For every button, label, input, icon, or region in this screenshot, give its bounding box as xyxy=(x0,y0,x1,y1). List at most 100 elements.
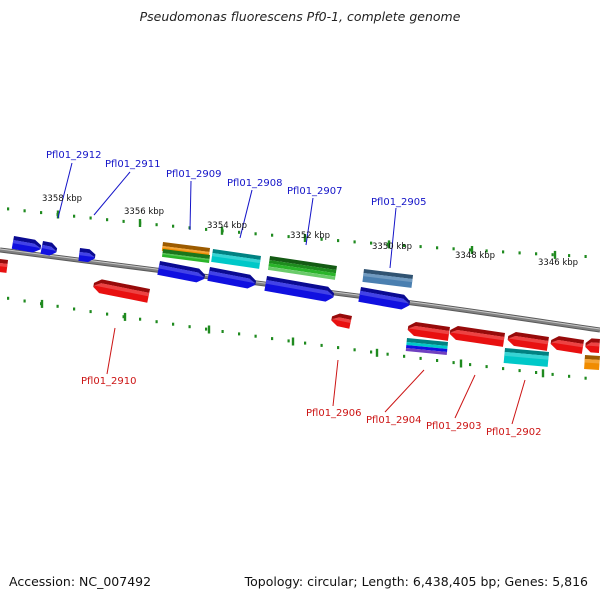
minor-tick xyxy=(436,246,439,250)
minor-tick xyxy=(469,248,472,252)
minor-tick xyxy=(89,310,92,314)
gene-label-pfl01-2905[interactable]: Pfl01_2905 xyxy=(371,197,427,208)
minor-tick xyxy=(337,239,340,243)
major-tick xyxy=(303,234,307,242)
minor-tick xyxy=(172,224,175,228)
gene-pfl01-2902-red[interactable] xyxy=(507,331,549,351)
gene-pfl01-2905-steel[interactable] xyxy=(362,269,414,288)
minor-tick xyxy=(370,241,373,245)
minor-tick xyxy=(337,346,340,350)
minor-tick xyxy=(7,207,10,211)
gene-pfl01-2908-cyan[interactable] xyxy=(211,249,261,269)
gene-pfl01-2904-bands[interactable] xyxy=(405,338,449,355)
gene-label-pfl01-2902[interactable]: Pfl01_2902 xyxy=(486,427,542,438)
minor-tick xyxy=(535,252,538,256)
gene-orange-g[interactable] xyxy=(584,355,600,370)
gene-pfl01-2907-green[interactable] xyxy=(267,256,337,280)
major-tick xyxy=(541,369,545,378)
minor-tick xyxy=(584,376,587,380)
major-tick xyxy=(375,348,379,357)
kbp-label-3356: 3356 kbp xyxy=(124,207,164,217)
minor-tick xyxy=(139,317,142,321)
minor-tick xyxy=(7,296,10,300)
minor-tick xyxy=(320,237,323,241)
major-tick xyxy=(138,219,142,227)
minor-tick xyxy=(403,244,406,247)
gene-pfl01-2904-red[interactable] xyxy=(407,321,450,341)
minor-tick xyxy=(353,240,356,244)
minor-tick xyxy=(502,367,505,371)
gene-pfl01-2907-blue[interactable] xyxy=(264,276,335,303)
gene-label-pfl01-2911[interactable]: Pfl01_2911 xyxy=(105,159,161,170)
gene-red-e[interactable] xyxy=(550,335,585,354)
gene-label-pfl01-2908[interactable]: Pfl01_2908 xyxy=(227,178,283,189)
major-tick xyxy=(207,325,211,334)
minor-tick xyxy=(287,235,290,239)
gene-pfl01-2909-green[interactable] xyxy=(161,249,211,263)
minor-tick xyxy=(205,327,208,331)
gene-label-pfl01-2910[interactable]: Pfl01_2910 xyxy=(81,376,137,387)
minor-tick xyxy=(271,337,274,341)
minor-tick xyxy=(172,322,175,326)
leader-pfl01-2912 xyxy=(57,162,73,219)
gene-label-pfl01-2903[interactable]: Pfl01_2903 xyxy=(426,421,482,432)
major-tick xyxy=(220,226,224,235)
kbp-label-3354: 3354 kbp xyxy=(207,221,247,231)
accession-text: Accession: NC_007492 xyxy=(9,574,152,589)
minor-tick xyxy=(386,242,389,246)
gene-pfl01-2906[interactable] xyxy=(330,312,352,329)
leader-pfl01-2910 xyxy=(106,327,116,375)
gene-pfl01-2905-blue[interactable] xyxy=(358,287,411,311)
minor-tick xyxy=(485,249,488,253)
minor-tick xyxy=(304,341,307,345)
kbp-label-3348: 3348 kbp xyxy=(455,251,495,261)
minor-tick xyxy=(271,233,274,237)
minor-tick xyxy=(155,223,158,227)
major-tick xyxy=(56,210,60,219)
leader-pfl01-2905 xyxy=(389,207,397,269)
gene-label-pfl01-2907[interactable]: Pfl01_2907 xyxy=(287,186,343,197)
minor-tick xyxy=(419,245,422,249)
gene-blue-b[interactable] xyxy=(11,236,42,254)
gene-label-pfl01-2904[interactable]: Pfl01_2904 xyxy=(366,415,422,426)
gene-label-pfl01-2912[interactable]: Pfl01_2912 xyxy=(46,150,102,161)
gene-blue-a[interactable] xyxy=(0,259,9,273)
major-tick xyxy=(470,246,474,254)
minor-tick xyxy=(122,315,125,319)
major-tick xyxy=(40,299,44,308)
gene-label-pfl01-2906[interactable]: Pfl01_2906 xyxy=(306,408,362,419)
minor-tick xyxy=(106,312,109,316)
minor-tick xyxy=(502,250,505,254)
leader-pfl01-2908 xyxy=(239,189,253,239)
gene-label-pfl01-2909[interactable]: Pfl01_2909 xyxy=(166,169,222,180)
major-tick xyxy=(387,240,391,249)
kbp-label-3350: 3350 kbp xyxy=(372,242,412,252)
gene-pfl01-2902-cyan[interactable] xyxy=(503,348,550,367)
gene-pfl01-2908-blue[interactable] xyxy=(207,267,257,290)
minor-tick xyxy=(353,348,356,352)
minor-tick xyxy=(551,372,554,376)
gene-blue-c[interactable] xyxy=(40,241,58,257)
leader-pfl01-2911 xyxy=(93,171,131,216)
leader-pfl01-2904 xyxy=(384,369,425,413)
gene-blue-d[interactable] xyxy=(78,248,96,263)
minor-tick xyxy=(518,251,521,255)
major-tick xyxy=(123,312,127,321)
gene-pfl01-2903[interactable] xyxy=(449,325,506,347)
gene-labels: Pfl01_2912 Pfl01_2911 Pfl01_2909 Pfl01_2… xyxy=(46,150,542,438)
minor-tick xyxy=(221,330,224,333)
kbp-label-3352: 3352 kbp xyxy=(290,231,330,241)
minor-tick xyxy=(370,350,373,354)
gene-red-f[interactable] xyxy=(585,338,600,353)
leader-pfl01-2906 xyxy=(332,359,339,407)
minor-tick xyxy=(238,332,241,336)
gene-pfl01-2909-blue[interactable] xyxy=(157,261,206,284)
minor-tick xyxy=(436,359,439,362)
minor-tick xyxy=(452,361,455,365)
leader-pfl01-2902 xyxy=(511,379,526,425)
leader-pfl01-2909 xyxy=(189,180,192,231)
minor-tick xyxy=(188,325,191,329)
map-title: Pseudomonas fluorescens Pf0-1, complete … xyxy=(139,9,461,24)
gene-pfl01-2910[interactable] xyxy=(92,278,151,303)
